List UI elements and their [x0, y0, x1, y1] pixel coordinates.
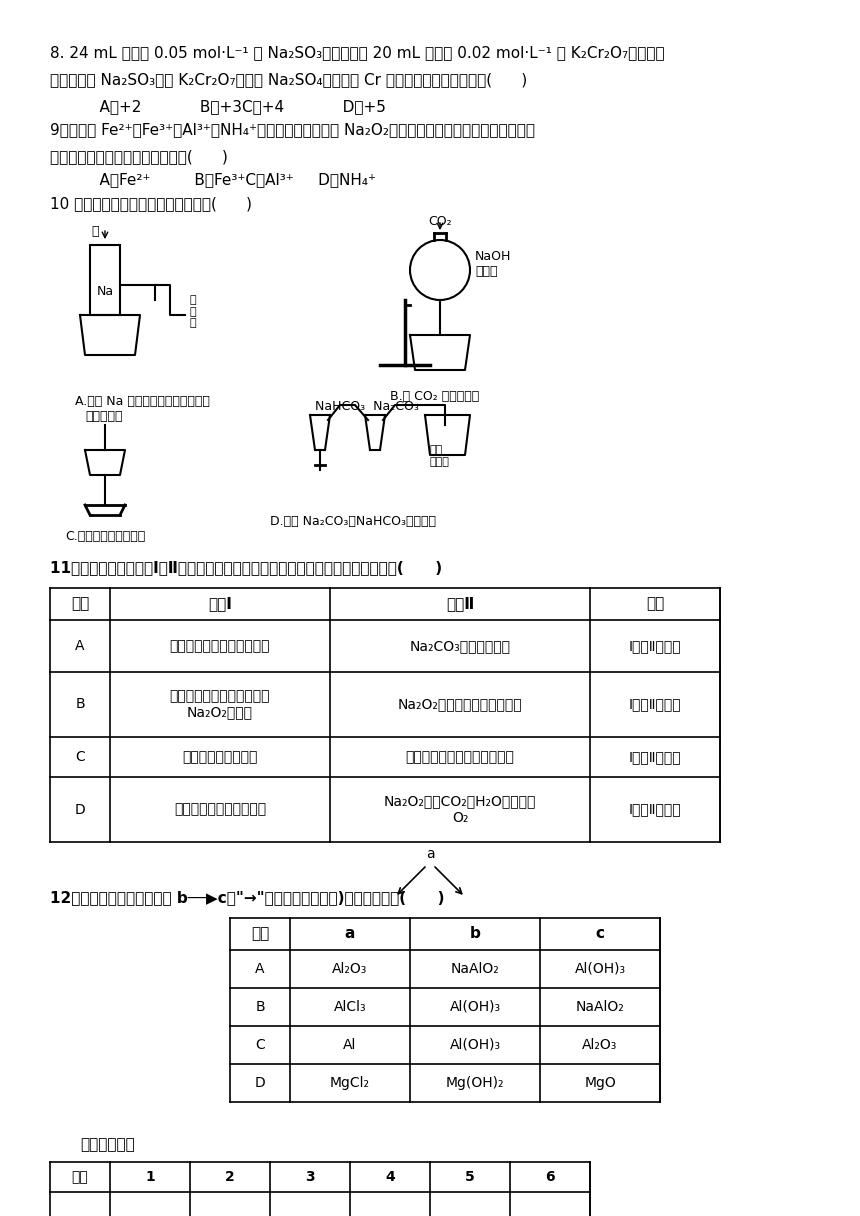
Text: Na₂O₂能与CO₂和H₂O反应生成
O₂: Na₂O₂能与CO₂和H₂O反应生成 O₂ — [384, 794, 536, 824]
Text: B: B — [75, 698, 85, 711]
Text: 金属鑃具有强还原性: 金属鑃具有强还原性 — [182, 750, 258, 764]
Text: 陈述Ⅰ: 陈述Ⅰ — [208, 597, 232, 612]
Text: 判断: 判断 — [646, 597, 664, 612]
Text: NaHCO₃  Na₂CO₃: NaHCO₃ Na₂CO₃ — [315, 400, 419, 413]
Text: C: C — [75, 750, 85, 764]
Text: Na₂O₂与水反应生成氢氧化鑃: Na₂O₂与水反应生成氢氧化鑃 — [397, 698, 522, 711]
Text: 10 下列实验装置不能达到实验目的的(      ): 10 下列实验装置不能达到实验目的的( ) — [50, 196, 252, 212]
Text: NaOH
浓溶液: NaOH 浓溶液 — [475, 250, 512, 278]
Text: c: c — [595, 927, 605, 941]
Text: Na₂CO₃可与盐酸反应: Na₂CO₃可与盐酸反应 — [409, 638, 511, 653]
Text: Al(OH)₃: Al(OH)₃ — [574, 962, 625, 976]
Text: 水: 水 — [91, 225, 99, 238]
Text: 6: 6 — [545, 1170, 555, 1184]
Text: Ⅰ对，Ⅱ错，无: Ⅰ对，Ⅱ错，无 — [629, 698, 681, 711]
Text: 光洁的鐵丝: 光洁的鐵丝 — [85, 410, 122, 423]
Text: A: A — [255, 962, 265, 976]
Text: D.比较 Na₂CO₃、NaHCO₃的稳定性: D.比较 Na₂CO₃、NaHCO₃的稳定性 — [270, 516, 436, 528]
Text: Ⅰ对，Ⅱ对，有: Ⅰ对，Ⅱ对，有 — [629, 803, 681, 816]
Text: 5: 5 — [465, 1170, 475, 1184]
Text: 11．如表所示，对陈述Ⅰ、Ⅱ的正确性及两者间是否具有因果关系的判断都正确的是(      ): 11．如表所示，对陈述Ⅰ、Ⅱ的正确性及两者间是否具有因果关系的判断都正确的是( … — [50, 561, 442, 575]
Text: 8. 24 mL 浓度为 0.05 mol·L⁻¹ 的 Na₂SO₃溶液恰好与 20 mL 浓度为 0.02 mol·L⁻¹ 的 K₂Cr₂O₇溶液完全: 8. 24 mL 浓度为 0.05 mol·L⁻¹ 的 Na₂SO₃溶液恰好与 … — [50, 45, 665, 60]
Text: Al(OH)₃: Al(OH)₃ — [450, 1038, 501, 1052]
Text: b: b — [470, 927, 481, 941]
Text: 题号: 题号 — [71, 1170, 89, 1184]
Text: NaAlO₂: NaAlO₂ — [575, 1000, 624, 1014]
Text: D: D — [255, 1076, 266, 1090]
Text: A.验证 Na 和水反应是否为放燭反应: A.验证 Na 和水反应是否为放燭反应 — [75, 395, 210, 409]
Text: Mg(OH)₂: Mg(OH)₂ — [445, 1076, 504, 1090]
Text: Al: Al — [343, 1038, 357, 1052]
Text: Ⅰ对，Ⅱ对，有: Ⅰ对，Ⅱ对，有 — [629, 638, 681, 653]
Text: AlCl₃: AlCl₃ — [334, 1000, 366, 1014]
Text: CO₂: CO₂ — [428, 215, 452, 229]
Text: C: C — [255, 1038, 265, 1052]
Text: D: D — [75, 803, 85, 816]
Text: 4: 4 — [385, 1170, 395, 1184]
Bar — [90, 244, 120, 315]
Text: 2: 2 — [225, 1170, 235, 1184]
Text: B.用 CO₂ 做噴泉实验: B.用 CO₂ 做噴泉实验 — [390, 390, 479, 402]
Text: Ⅰ对，Ⅱ对，有: Ⅰ对，Ⅱ对，有 — [629, 750, 681, 764]
Text: 1: 1 — [145, 1170, 155, 1184]
Text: A: A — [76, 638, 85, 653]
Text: A．+2            B．+3C．+4            D．+5: A．+2 B．+3C．+4 D．+5 — [80, 98, 386, 114]
Text: 红
墨
水: 红 墨 水 — [190, 295, 197, 328]
Text: Na: Na — [96, 285, 114, 298]
Text: 澄清
石灰水: 澄清 石灰水 — [430, 445, 450, 467]
Text: NaAlO₂: NaAlO₂ — [451, 962, 500, 976]
Text: 陈述Ⅱ: 陈述Ⅱ — [445, 597, 474, 612]
Text: 碳酸鑃溶液可用于治疗胃病: 碳酸鑃溶液可用于治疗胃病 — [169, 638, 270, 653]
Text: 高压鑃灯发出透雾性强的黄光: 高压鑃灯发出透雾性强的黄光 — [406, 750, 514, 764]
Text: MgCl₂: MgCl₂ — [330, 1076, 370, 1090]
Text: 应后，离子数目几乎没有改变的是(      ): 应后，离子数目几乎没有改变的是( ) — [50, 150, 228, 164]
Text: a: a — [345, 927, 355, 941]
Text: a: a — [426, 848, 434, 861]
Text: 反应。已知 Na₂SO₃可被 K₂Cr₂O₇氧化为 Na₂SO₄，则元素 Cr 在还原产物中的化合价为(      ): 反应。已知 Na₂SO₃可被 K₂Cr₂O₇氧化为 Na₂SO₄，则元素 Cr … — [50, 72, 527, 88]
Text: 3: 3 — [305, 1170, 315, 1184]
Text: Al₂O₃: Al₂O₃ — [582, 1038, 617, 1052]
Text: Al₂O₃: Al₂O₃ — [332, 962, 368, 976]
Text: 选项: 选项 — [71, 597, 89, 612]
Text: 向滴有酚邙的水溶液中加入
Na₂O₂变红色: 向滴有酚邙的水溶液中加入 Na₂O₂变红色 — [169, 689, 270, 720]
Text: 选项: 选项 — [251, 927, 269, 941]
Text: 12．下列各组物质，不能按 b──▶c（"→"表示反应一步完成)关系转化的是(      ): 12．下列各组物质，不能按 b──▶c（"→"表示反应一步完成)关系转化的是( … — [50, 890, 445, 905]
Text: 选择题答题卡: 选择题答题卡 — [80, 1137, 135, 1152]
Text: 过氧化鑃可为航天员供氧: 过氧化鑃可为航天员供氧 — [174, 803, 266, 816]
Text: A．Fe²⁺         B．Fe³⁺C．Al³⁺     D．NH₄⁺: A．Fe²⁺ B．Fe³⁺C．Al³⁺ D．NH₄⁺ — [80, 171, 376, 187]
Text: 9．在含有 Fe²⁺、Fe³⁺、Al³⁺、NH₄⁺的溶液中加入足量的 Na₂O₂固体，再加入过量的稀盐酸，完全反: 9．在含有 Fe²⁺、Fe³⁺、Al³⁺、NH₄⁺的溶液中加入足量的 Na₂O₂… — [50, 122, 535, 137]
Text: Al(OH)₃: Al(OH)₃ — [450, 1000, 501, 1014]
Text: C.观察纯碱的焰色反应: C.观察纯碱的焰色反应 — [65, 530, 145, 544]
Text: B: B — [255, 1000, 265, 1014]
Text: MgO: MgO — [584, 1076, 616, 1090]
